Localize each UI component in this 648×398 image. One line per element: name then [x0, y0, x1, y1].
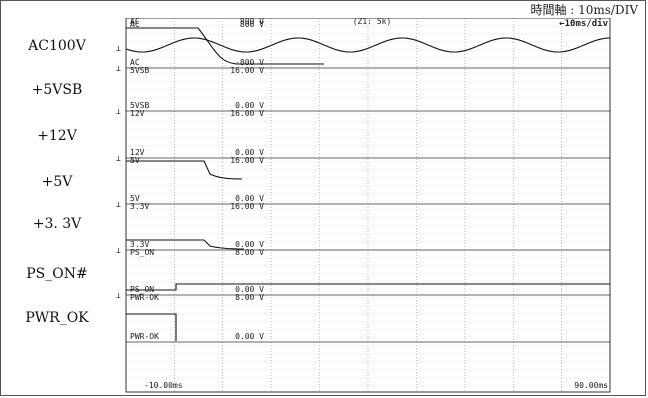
ground-marker-icon: ⊥ [116, 291, 121, 300]
scope-display: AC 800 V AC -800 V ⊥ 5VSB 16.00 V 5VSB 0.00 V ⊥ 12… [114, 18, 612, 394]
channel-top-tag: 5VSB [130, 66, 149, 75]
channel-bottom-value: 0.00 V [235, 285, 264, 294]
channel-bottom-tag: 3.3V [130, 240, 149, 249]
channel-label-pwr-ok: PWR_OK [25, 310, 89, 326]
channel-label-5v: +5V [41, 174, 73, 190]
footer-left: -10.00ms [144, 381, 183, 390]
header-mid: (Z1: 5k) [353, 18, 392, 26]
channel-top-tag: 3.3V [130, 202, 149, 211]
channel-top-tag: PWR-OK [130, 293, 159, 302]
header-left: AC [130, 18, 140, 26]
timebase-label: 時間軸 : 10ms/DIV [530, 3, 638, 17]
channel-bottom-value: 0.00 V [235, 101, 264, 110]
traces [125, 27, 611, 341]
channel-bottom-tag: 12V [130, 148, 145, 157]
channel-top-tag: PS_ON [130, 248, 154, 257]
pwr-ok-trace [126, 313, 177, 341]
header-center: 800 V [240, 18, 264, 26]
channel-bottom-tag: PWR-OK [130, 332, 159, 341]
channel-top-value: 16.00 V [230, 66, 264, 75]
channel-top-value: 800 V [240, 20, 264, 29]
channel-bottom-value: 0.00 V [235, 240, 264, 249]
channel-top-value: 8.00 V [235, 248, 264, 257]
channel-readouts: AC 800 V AC -800 V ⊥ 5VSB 16.00 V 5VSB 0.00 V ⊥ 12… [116, 18, 609, 390]
footer-right: 90.00ms [574, 381, 608, 390]
3v3-trace [126, 239, 245, 250]
ground-marker-icon: ⊥ [116, 64, 121, 73]
ground-marker-icon: ⊥ [116, 246, 121, 255]
channel-bottom-tag: 5VSB [130, 101, 149, 110]
channel-top-value: 16.00 V [230, 202, 264, 211]
plot-frame [125, 18, 611, 393]
channel-top-tag: 12V [130, 109, 145, 118]
ground-marker-icon: ⊥ [116, 200, 121, 209]
header-right: ←10ms/div [559, 18, 608, 29]
channel-label-12v: +12V [37, 128, 77, 144]
ground-marker-icon: ⊥ [116, 44, 121, 53]
grid [125, 18, 611, 393]
ground-marker-icon: ⊥ [116, 107, 121, 116]
channel-bottom-tag: PS_ON [130, 285, 154, 294]
ground-marker-icon: ⊥ [116, 154, 121, 163]
waveform-plot: AC 800 V AC -800 V ⊥ 5VSB 16.00 V 5VSB 0.00 V ⊥ 12… [116, 18, 611, 393]
channel-label-ps-on: PS_ON# [26, 266, 88, 282]
channel-top-tag: 5V [130, 156, 140, 165]
channel-bottom-value: 0.00 V [235, 194, 264, 203]
channel-bottom-value: -800 V [235, 58, 264, 67]
channel-bottom-value: 0.00 V [235, 332, 264, 341]
5v-trace [126, 160, 243, 180]
channel-top-value: 8.00 V [235, 293, 264, 302]
channel-bottom-tag: 5V [130, 194, 140, 203]
channel-bottom-tag: AC [130, 58, 140, 67]
channel-top-tag: AC [130, 20, 140, 29]
channel-top-value: 16.00 V [230, 156, 264, 165]
channel-label-3v3: +3. 3V [32, 216, 82, 232]
ps-on-trace [126, 283, 610, 291]
channel-bottom-value: 0.00 V [235, 148, 264, 157]
channel-label-5vsb: +5VSB [31, 82, 83, 98]
12v-trace [126, 27, 324, 65]
channel-label-ac100v: AC100V [28, 38, 86, 54]
channel-top-value: 16.00 V [230, 109, 264, 118]
